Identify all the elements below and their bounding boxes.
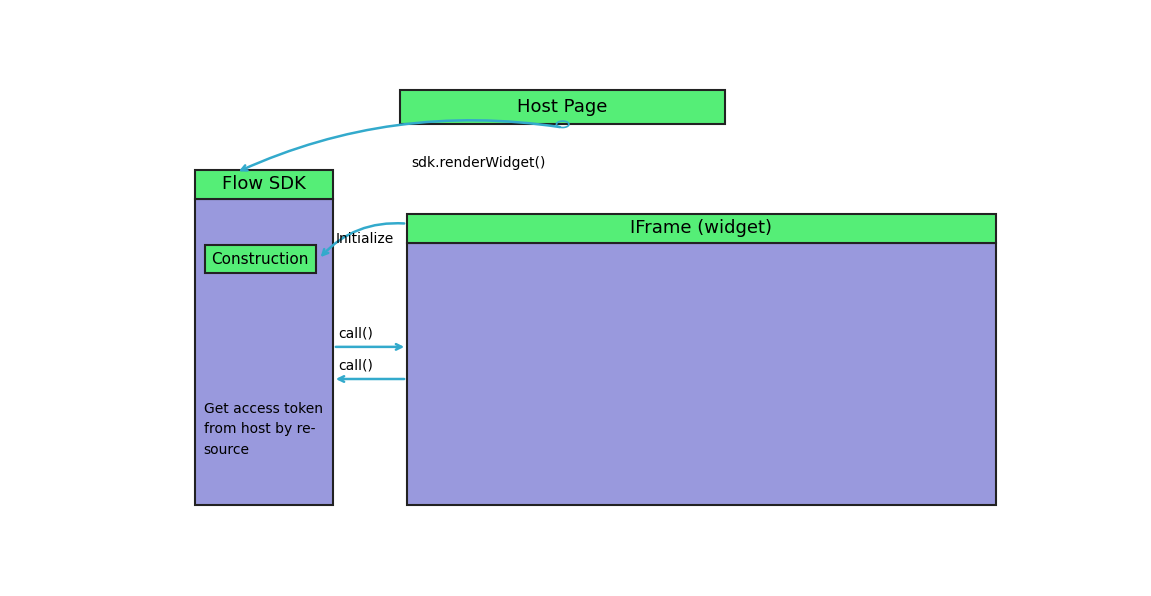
FancyBboxPatch shape: [205, 245, 317, 274]
Text: sdk.renderWidget(): sdk.renderWidget(): [412, 156, 546, 170]
Text: Host Page: Host Page: [518, 98, 608, 116]
Text: call(): call(): [338, 358, 373, 372]
Text: IFrame (widget): IFrame (widget): [631, 219, 772, 237]
Text: Initialize: Initialize: [336, 232, 394, 246]
Text: Get access token
from host by re-
source: Get access token from host by re- source: [204, 402, 322, 457]
FancyBboxPatch shape: [195, 198, 333, 505]
FancyBboxPatch shape: [407, 214, 996, 243]
Text: call(): call(): [338, 326, 373, 340]
Text: Construction: Construction: [212, 252, 308, 267]
FancyBboxPatch shape: [195, 170, 333, 198]
FancyBboxPatch shape: [407, 243, 996, 505]
Text: Flow SDK: Flow SDK: [222, 175, 306, 194]
FancyBboxPatch shape: [399, 90, 725, 125]
